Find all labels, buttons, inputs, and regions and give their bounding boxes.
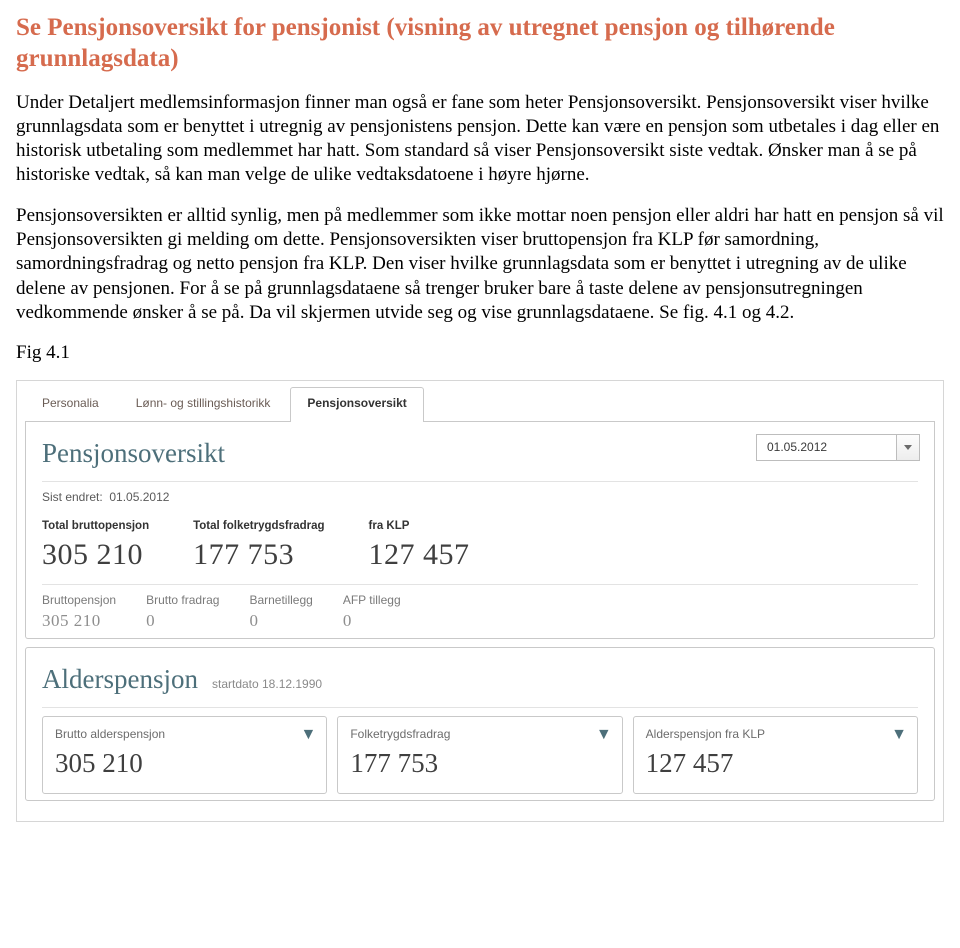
expand-icon: ▼ [300, 725, 316, 745]
metric-label: Total folketrygdsfradrag [193, 519, 324, 534]
metric-value: 305 210 [42, 536, 149, 574]
card-value: 305 210 [55, 746, 314, 781]
tab-pensjonsoversikt[interactable]: Pensjonsoversikt [290, 387, 423, 421]
metric-barnetillegg: Barnetillegg 0 [249, 593, 312, 632]
screenshot-panel: Personalia Lønn- og stillingshistorikk P… [16, 380, 944, 822]
last-changed-value: 01.05.2012 [109, 490, 169, 504]
card-label: Alderspensjon fra KLP [646, 727, 905, 742]
metric-label: AFP tillegg [343, 593, 401, 608]
metric-label: Brutto fradrag [146, 593, 219, 608]
card-value: 127 457 [646, 746, 905, 781]
paragraph-2: Pensjonsoversikten er alltid synlig, men… [16, 204, 944, 326]
totals-row: Total bruttopensjon 305 210 Total folket… [42, 519, 918, 585]
section-title-pensjonsoversikt: Pensjonsoversikt [42, 436, 225, 471]
metric-value: 0 [146, 610, 219, 632]
metric-value: 0 [249, 610, 312, 632]
tab-bar: Personalia Lønn- og stillingshistorikk P… [17, 387, 943, 421]
metric-afp-tillegg: AFP tillegg 0 [343, 593, 401, 632]
tab-personalia[interactable]: Personalia [25, 387, 116, 421]
alderspensjon-section: Alderspensjon startdato 18.12.1990 ▼ Bru… [25, 647, 935, 800]
metric-label: fra KLP [369, 519, 470, 534]
chevron-down-icon [904, 445, 912, 450]
metric-bruttopensjon: Bruttopensjon 305 210 [42, 593, 116, 632]
date-select-button[interactable] [896, 434, 920, 461]
card-label: Folketrygdsfradrag [350, 727, 609, 742]
metric-value: 177 753 [193, 536, 324, 574]
metric-value: 305 210 [42, 610, 116, 632]
metric-fra-klp: fra KLP 127 457 [369, 519, 470, 574]
metric-value: 127 457 [369, 536, 470, 574]
card-label: Brutto alderspensjon [55, 727, 314, 742]
expand-icon: ▼ [596, 725, 612, 745]
metric-total-bruttopensjon: Total bruttopensjon 305 210 [42, 519, 149, 574]
card-brutto-alderspensjon[interactable]: ▼ Brutto alderspensjon 305 210 [42, 716, 327, 794]
date-select[interactable]: 01.05.2012 [756, 434, 920, 461]
pensjonsoversikt-section: 01.05.2012 Pensjonsoversikt Sist endret:… [25, 422, 935, 639]
alderspensjon-cards: ▼ Brutto alderspensjon 305 210 ▼ Folketr… [42, 716, 918, 794]
card-value: 177 753 [350, 746, 609, 781]
last-changed-label: Sist endret: [42, 490, 103, 504]
expand-icon: ▼ [891, 725, 907, 745]
card-alderspensjon-fra-klp[interactable]: ▼ Alderspensjon fra KLP 127 457 [633, 716, 918, 794]
metric-total-folketrygdsfradrag: Total folketrygdsfradrag 177 753 [193, 519, 324, 574]
metric-value: 0 [343, 610, 401, 632]
alderspensjon-startdato: startdato 18.12.1990 [212, 677, 322, 692]
subtotals-row: Bruttopensjon 305 210 Brutto fradrag 0 B… [42, 593, 918, 632]
date-select-value[interactable]: 01.05.2012 [756, 434, 896, 461]
paragraph-1: Under Detaljert medlemsinformasjon finne… [16, 91, 944, 188]
page-heading: Se Pensjonsoversikt for pensjonist (visn… [16, 12, 944, 75]
last-changed: Sist endret: 01.05.2012 [42, 490, 918, 505]
metric-label: Bruttopensjon [42, 593, 116, 608]
figure-label: Fig 4.1 [16, 341, 944, 365]
section-title-alderspensjon: Alderspensjon [42, 662, 198, 697]
card-folketrygdsfradrag[interactable]: ▼ Folketrygdsfradrag 177 753 [337, 716, 622, 794]
metric-label: Total bruttopensjon [42, 519, 149, 534]
metric-label: Barnetillegg [249, 593, 312, 608]
metric-brutto-fradrag: Brutto fradrag 0 [146, 593, 219, 632]
tab-lonn-stillingshistorikk[interactable]: Lønn- og stillingshistorikk [119, 387, 288, 421]
